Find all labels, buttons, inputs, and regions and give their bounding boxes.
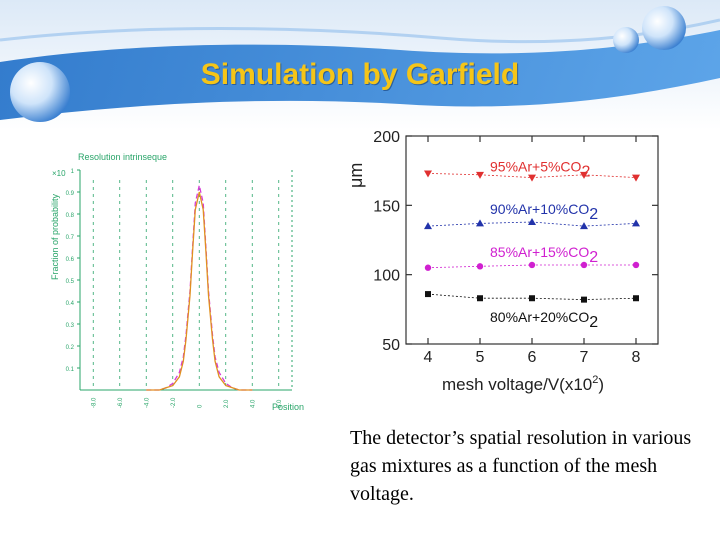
right-data-point <box>529 295 535 302</box>
right-series-label: 85%Ar+15%CO2 <box>490 244 598 266</box>
right-series-label: 90%Ar+10%CO2 <box>490 201 598 223</box>
right-y-tick-label: 150 <box>373 198 400 215</box>
right-data-point <box>580 171 588 179</box>
right-data-point <box>425 291 431 298</box>
left-x-tick-label: 2.0 <box>224 399 230 408</box>
right-data-point <box>477 295 483 302</box>
right-data-point <box>476 171 484 179</box>
left-x-tick-label: -8.0 <box>91 397 97 408</box>
left-y-label: Fraction of probability <box>50 193 60 280</box>
left-x-tick-label: 4.0 <box>250 399 256 408</box>
right-data-point <box>528 217 536 225</box>
right-data-point <box>632 174 640 182</box>
right-data-point <box>580 222 588 230</box>
right-x-tick-label: 6 <box>528 349 537 366</box>
right-data-point <box>424 222 432 230</box>
left-x-tick-label: -6.0 <box>118 397 124 408</box>
left-x-tick-label: -2.0 <box>171 397 177 408</box>
right-data-point <box>632 261 640 269</box>
left-x-label: Position <box>272 402 304 412</box>
left-x-tick-label: -4.0 <box>144 397 150 408</box>
left-y-tick-label: 0.3 <box>66 323 75 329</box>
right-data-point <box>632 219 640 227</box>
right-x-tick-label: 8 <box>632 349 641 366</box>
right-y-tick-label: 50 <box>382 337 400 354</box>
right-data-point <box>424 170 432 178</box>
right-x-tick-label: 5 <box>476 349 485 366</box>
left-y-exponent: ×10 <box>52 169 66 178</box>
right-data-point <box>580 261 588 269</box>
resolution-vs-voltage-chart: μm mesh voltage/V(x102) 50 100 150 200 4 5 6 7 8… <box>340 128 670 400</box>
right-series-label: 80%Ar+20%CO2 <box>490 309 598 331</box>
right-y-tick-label: 200 <box>373 129 400 146</box>
left-y-tick-label: 0.8 <box>66 213 75 219</box>
left-y-tick-label: 0.2 <box>66 345 75 351</box>
right-data-point <box>476 263 484 270</box>
resolution-vs-voltage-svg: μm mesh voltage/V(x102) 50 100 150 200 4 5 6 7 8… <box>346 129 659 394</box>
left-series-line <box>146 185 253 391</box>
left-y-tick-label: 0.5 <box>66 279 75 285</box>
banner-wave <box>0 30 720 120</box>
left-y-tick-label: 1 <box>71 169 75 175</box>
header-banner <box>0 0 720 130</box>
left-chart-title: Resolution intrinseque <box>78 152 167 162</box>
right-y-tick-label: 100 <box>373 268 400 285</box>
right-x-tick-label: 4 <box>424 349 433 366</box>
right-data-point <box>476 219 484 227</box>
intrinsic-resolution-svg: Resolution intrinseque ×10 Fraction of p… <box>50 152 304 412</box>
right-data-point <box>633 295 639 302</box>
left-x-tick-label: 6.0 <box>277 399 283 408</box>
orb-decoration-right-large <box>642 6 686 50</box>
banner-graphic <box>0 0 720 130</box>
right-x-label: mesh voltage/V(x102) <box>442 374 604 394</box>
left-y-tick-label: 0.7 <box>66 235 75 241</box>
right-data-point <box>424 264 432 271</box>
orb-decoration-right-small <box>613 27 639 53</box>
right-data-point <box>528 174 536 182</box>
right-x-tick-label: 7 <box>580 349 589 366</box>
figure-caption: The detector’s spatial resolution in var… <box>350 427 692 505</box>
right-series-label: 95%Ar+5%CO2 <box>490 159 590 181</box>
left-y-tick-label: 0.6 <box>66 257 75 263</box>
left-y-tick-label: 0.4 <box>66 301 75 307</box>
right-y-label: μm <box>346 163 366 188</box>
intrinsic-resolution-chart: Resolution intrinseque ×10 Fraction of p… <box>40 150 310 420</box>
right-data-point <box>581 296 587 303</box>
left-x-tick-label: 0 <box>197 404 203 408</box>
right-data-point <box>528 261 536 269</box>
left-series-line <box>146 191 253 391</box>
slide-title: Simulation by Garfield <box>200 58 520 91</box>
orb-decoration-left <box>10 62 70 122</box>
left-y-tick-label: 0.1 <box>66 367 75 373</box>
left-y-tick-label: 0.9 <box>66 191 75 197</box>
